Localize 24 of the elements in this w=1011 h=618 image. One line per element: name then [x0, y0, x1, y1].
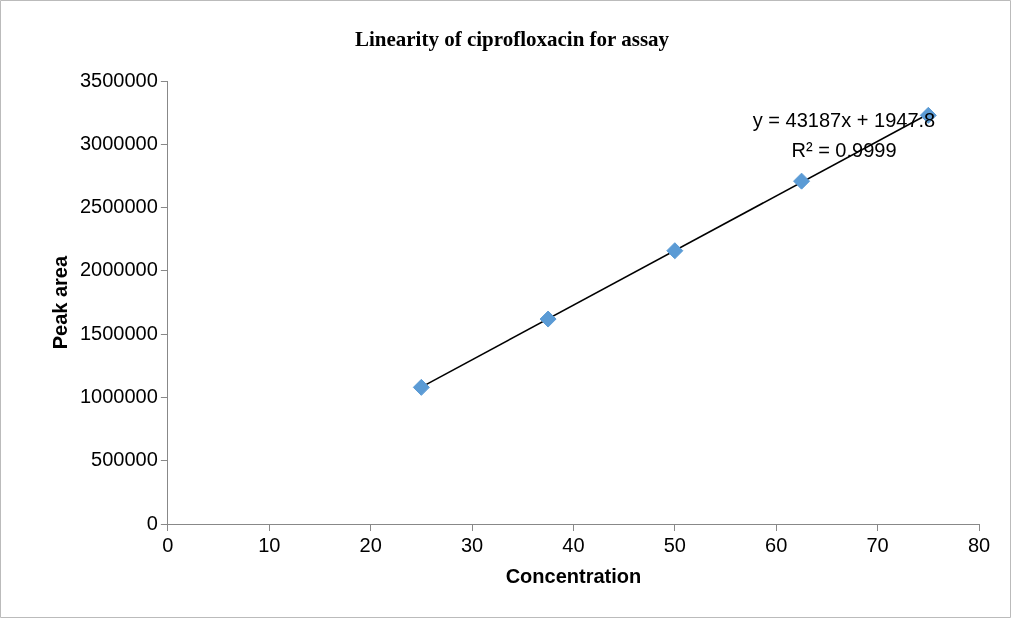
y-tick-label: 1000000 [79, 385, 158, 407]
x-tick-label: 20 [359, 533, 382, 556]
point [793, 172, 811, 190]
y-tick-label: 2000000 [79, 258, 158, 281]
x-tick-label: 50 [663, 533, 686, 556]
y-tick-label: 1500000 [79, 321, 158, 344]
x-tick-label: 30 [460, 533, 484, 556]
y-tick-label: 500000 [91, 448, 158, 471]
x-tick-label: 0 [162, 533, 174, 556]
x-tick-label: 70 [866, 533, 889, 556]
x-axis-title: Concentration [505, 564, 642, 587]
x-tick-label: 60 [765, 533, 788, 556]
point [666, 242, 684, 260]
chart-title: Linearity of ciprofloxacin for assay [354, 27, 670, 52]
y-tick-label: 0 [146, 511, 158, 534]
x-tick-label: 40 [562, 533, 585, 556]
x-tick-label: 10 [258, 533, 281, 556]
y-axis-title: Peak area [48, 255, 71, 350]
point [539, 310, 557, 328]
y-tick-label: 2500000 [79, 195, 158, 218]
point [412, 378, 430, 396]
x-tick-label: 80 [967, 533, 991, 556]
y-tick-label: 3500000 [79, 68, 158, 91]
y-tick-label: 3000000 [79, 131, 158, 154]
